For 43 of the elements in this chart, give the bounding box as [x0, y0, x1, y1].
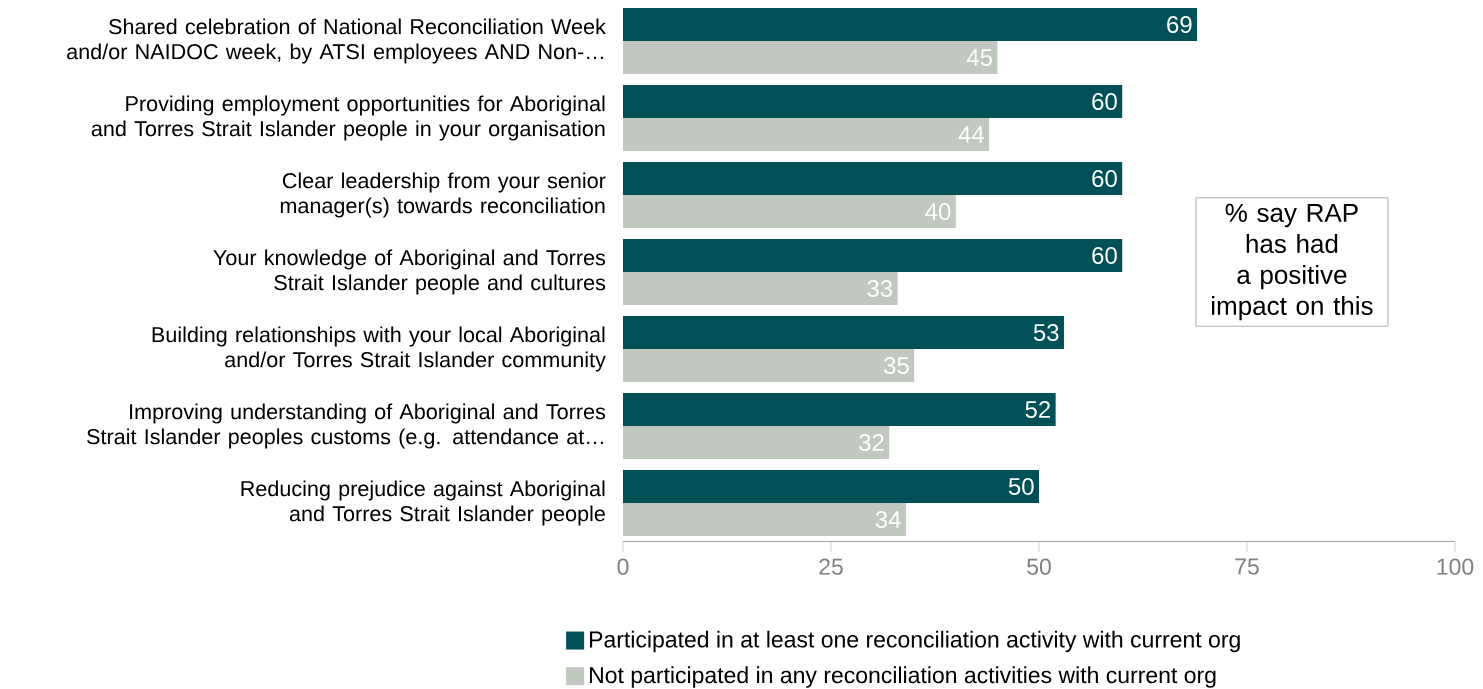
x-tick-label: 0 — [617, 558, 629, 575]
bar — [622, 85, 1123, 119]
annotation: % say RAP has had a positive impact on this — [1212, 203, 1373, 321]
bar — [622, 162, 1123, 196]
bar — [622, 316, 1064, 350]
bar — [622, 118, 990, 152]
data-label: 60 — [1092, 170, 1117, 188]
bar — [622, 195, 956, 229]
data-label: 34 — [875, 511, 901, 529]
y-tick-label: Clear leadership from your senior manager(s) towards reconciliation — [280, 172, 606, 218]
bar — [622, 503, 906, 537]
y-tick-label: Shared celebration of National Reconciliation Week and/or NAIDOC week, by ATSI employees AND Non-… — [67, 18, 606, 64]
y-tick-label: Building relationships with your local Aboriginal and/or Torres Strait Islander community — [152, 326, 606, 372]
x-tick-label: 50 — [1027, 558, 1051, 575]
bar — [622, 239, 1123, 273]
data-label: 53 — [1033, 324, 1059, 342]
data-label: 32 — [859, 434, 884, 452]
bar — [622, 349, 915, 383]
data-label: 60 — [1092, 93, 1117, 111]
data-label: 60 — [1092, 247, 1117, 265]
y-tick-label: Providing employment opportunities for Aboriginal and Torres Strait Islander people in your organisation — [91, 95, 605, 141]
bar — [622, 393, 1056, 427]
bar — [622, 8, 1198, 42]
y-tick-label: Your knowledge of Aboriginal and Torres Strait Islander people and cultures — [213, 249, 606, 295]
data-label: 50 — [1008, 478, 1034, 496]
legend-label: Not participated in any reconciliation activities with current org — [589, 666, 1216, 688]
x-tick-label: 25 — [819, 558, 843, 575]
legend-label: Participated in at least one reconciliation activity with current org — [589, 630, 1240, 653]
data-label: 35 — [884, 357, 909, 375]
data-label: 44 — [958, 126, 984, 143]
bar — [622, 41, 998, 75]
data-label: 69 — [1167, 16, 1192, 34]
data-label: 45 — [966, 49, 992, 66]
data-label: 40 — [925, 203, 951, 221]
bar — [622, 272, 898, 306]
bar — [622, 426, 890, 460]
y-tick-label: Improving understanding of Aboriginal and Torres Strait Islander peoples customs (e.g. attendance at… — [87, 403, 606, 449]
y-tick-label: Reducing prejudice against Aboriginal and Torres Strait Islander people — [241, 480, 605, 526]
x-tick-label: 100 — [1437, 558, 1474, 575]
data-label: 52 — [1025, 401, 1051, 419]
data-label: 33 — [867, 280, 893, 298]
bar — [622, 470, 1039, 504]
x-tick-label: 75 — [1235, 558, 1259, 575]
